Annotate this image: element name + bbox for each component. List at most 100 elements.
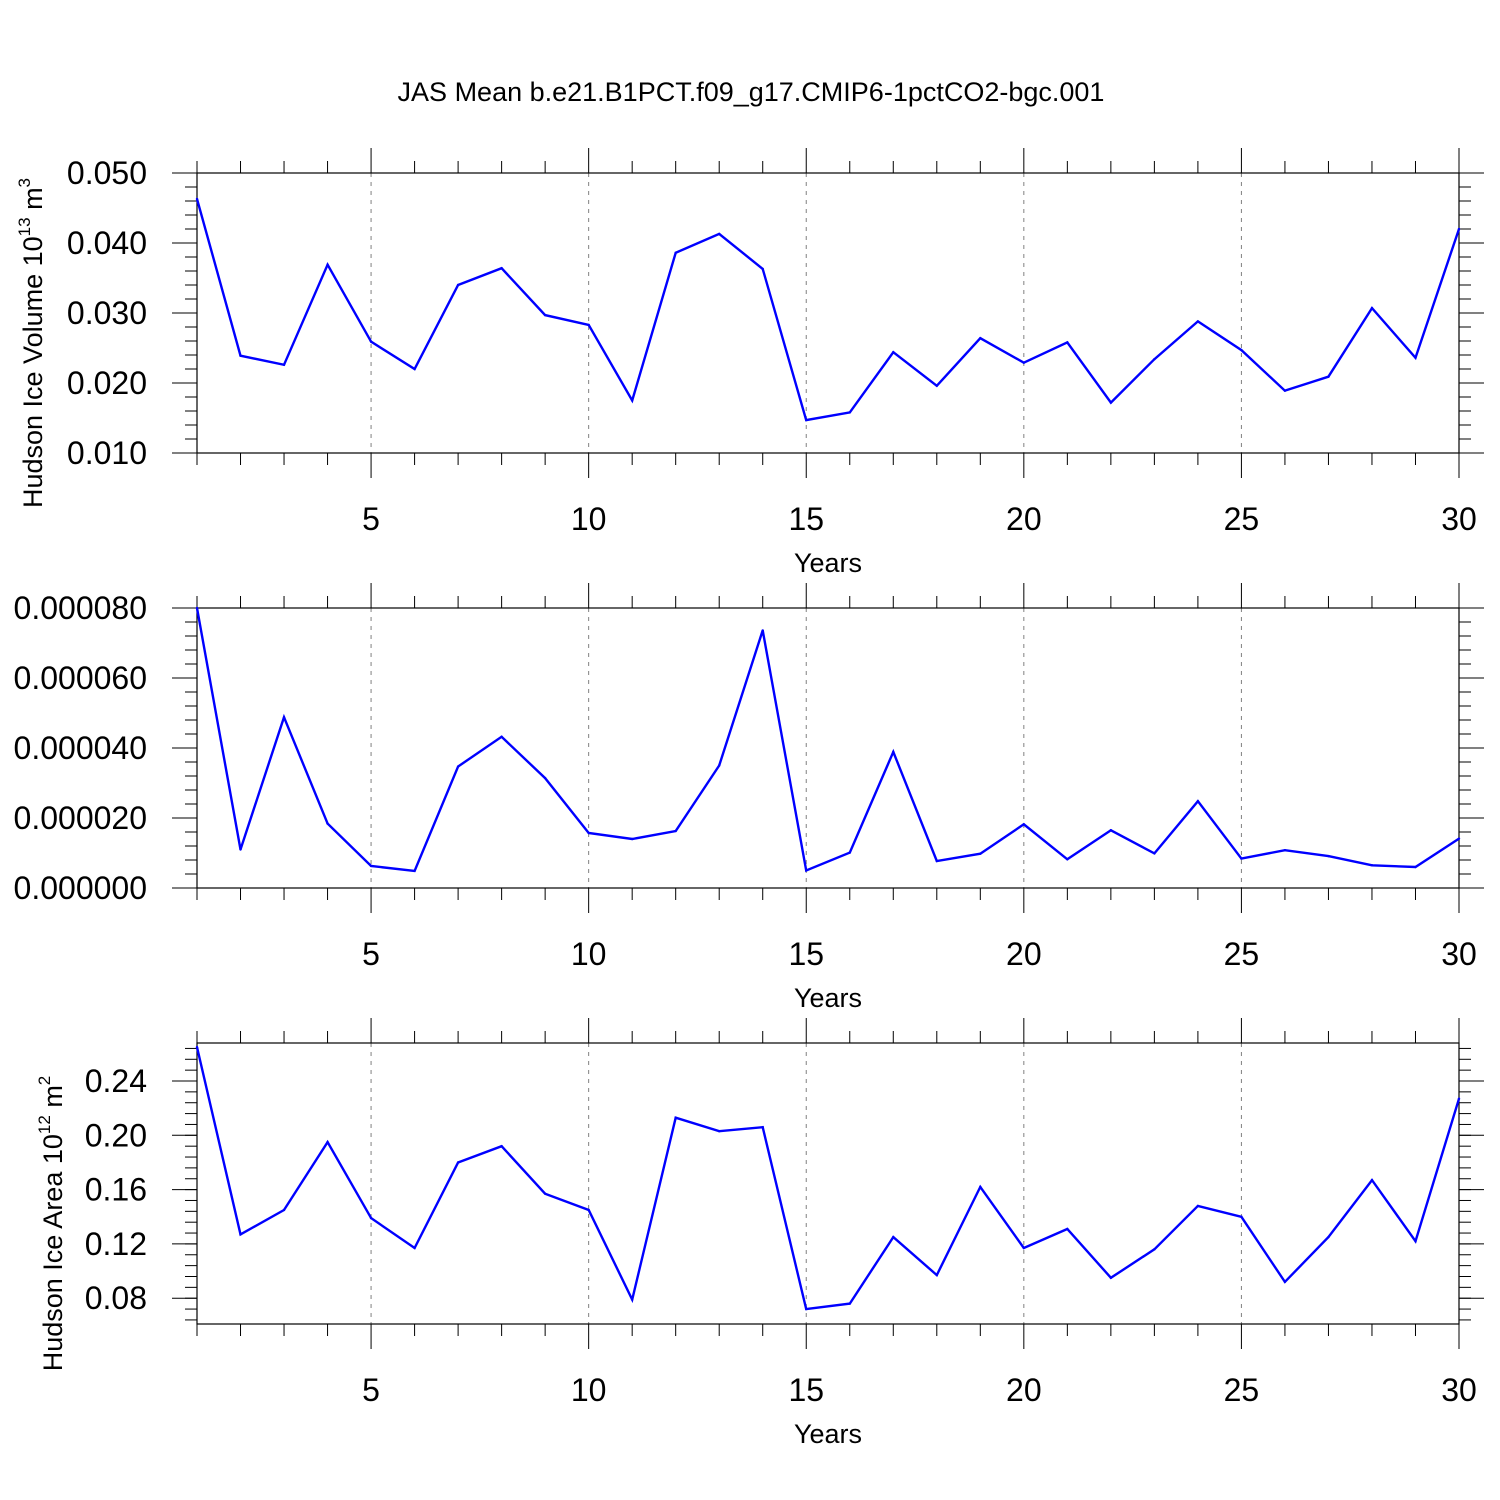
data-point <box>500 735 503 738</box>
x-tick-label: 25 <box>1224 1372 1260 1408</box>
data-point <box>805 1307 808 1311</box>
data-point <box>1283 849 1287 852</box>
data-point <box>935 1273 938 1277</box>
data-point <box>805 418 808 422</box>
data-point <box>1109 401 1113 404</box>
data-point <box>1283 1280 1287 1284</box>
data-point <box>543 313 547 317</box>
data-point <box>1240 348 1243 352</box>
data-point <box>630 837 634 841</box>
x-tick-label: 5 <box>362 936 380 972</box>
data-point <box>848 411 851 414</box>
y-tick-label: 0.20 <box>85 1117 147 1153</box>
y-tick-label: 0.000080 <box>14 590 147 626</box>
data-point <box>1240 1215 1243 1218</box>
data-point <box>1153 1248 1156 1251</box>
y-tick-label: 0.24 <box>85 1063 147 1099</box>
data-point <box>979 852 982 855</box>
data-point <box>1414 865 1417 869</box>
plot-frame <box>196 607 1460 889</box>
data-point <box>1022 823 1026 826</box>
data-point <box>1370 864 1374 867</box>
data-point <box>587 323 590 327</box>
data-point <box>456 1161 460 1164</box>
data-point <box>892 750 895 754</box>
x-tick-label: 20 <box>1006 936 1042 972</box>
y-tick-label: 0.010 <box>67 435 147 471</box>
y-axis-label-text: Hudson Ice Volume 10 <box>18 236 48 508</box>
data-point <box>282 1208 286 1212</box>
series-line <box>195 1046 1461 1311</box>
x-tick-label: 10 <box>571 936 607 972</box>
data-point <box>1196 800 1200 803</box>
data-point <box>587 831 590 835</box>
data-point <box>1109 829 1113 832</box>
x-tick-label: 30 <box>1441 936 1477 972</box>
x-tick-label: 30 <box>1441 1372 1477 1408</box>
y-axis-label-superscript: 2 <box>35 1076 54 1085</box>
data-point <box>369 1216 373 1220</box>
x-tick-label: 5 <box>362 501 380 537</box>
y-tick-label: 0.050 <box>67 155 147 191</box>
data-point <box>369 340 373 343</box>
x-tick-label: 20 <box>1006 501 1042 537</box>
data-point <box>674 829 677 833</box>
data-point <box>1457 837 1461 840</box>
x-axis-label: Years <box>794 983 862 1013</box>
plot-frame <box>196 1042 1460 1325</box>
data-point <box>456 283 460 287</box>
data-point <box>413 1246 416 1250</box>
data-point <box>1066 341 1069 344</box>
data-point <box>630 399 634 402</box>
data-point <box>1109 1276 1113 1280</box>
y-tick-label: 0.000040 <box>14 730 147 766</box>
y-axis-label-text: m <box>38 1085 68 1115</box>
data-point <box>848 851 851 854</box>
x-tick-label: 20 <box>1006 1372 1042 1408</box>
y-tick-label: 0.040 <box>67 225 147 261</box>
y-axis-label-text: Hudson Ice Area 10 <box>38 1134 68 1371</box>
data-point <box>674 1116 677 1119</box>
y-tick-label: 0.000020 <box>14 800 147 836</box>
y-tick-label: 0.030 <box>67 295 147 331</box>
data-point <box>239 354 242 357</box>
data-point <box>500 1144 503 1148</box>
data-point <box>892 351 895 354</box>
data-point <box>1240 857 1243 860</box>
y-axis-label-text: m <box>18 187 48 217</box>
y-axis-label: Hudson Ice Volume 1013 m3 <box>15 178 48 508</box>
y-tick-label: 0.000060 <box>14 660 147 696</box>
y-tick-label: 0.12 <box>85 1226 147 1262</box>
data-point <box>718 764 721 767</box>
data-point <box>369 864 373 868</box>
y-tick-label: 0.000000 <box>14 870 147 906</box>
data-point <box>630 1298 634 1301</box>
data-point <box>674 251 677 254</box>
y-tick-label: 0.16 <box>85 1172 147 1208</box>
data-point <box>326 263 329 266</box>
data-point <box>1327 375 1330 378</box>
data-point <box>935 384 938 387</box>
data-point <box>935 859 938 863</box>
y-axis-label-superscript: 12 <box>35 1115 54 1134</box>
data-point <box>1153 852 1156 855</box>
data-point <box>1153 358 1156 361</box>
data-point <box>282 716 286 719</box>
data-point <box>979 1185 982 1189</box>
data-point <box>195 197 199 201</box>
data-point <box>413 367 416 371</box>
data-point <box>1022 361 1026 364</box>
data-point <box>543 776 547 780</box>
x-tick-label: 25 <box>1224 936 1260 972</box>
data-point <box>195 606 199 610</box>
data-point <box>543 1192 547 1195</box>
panel-2: 0.000000 0.000020 0.000040 0.000060 0.000080… <box>14 583 1484 1013</box>
y-axis-label: Hudson Ice Area 1012 m2 <box>35 1076 68 1372</box>
data-point <box>239 848 242 851</box>
data-point <box>761 1125 764 1129</box>
data-point <box>1457 227 1461 231</box>
data-point <box>1066 858 1069 861</box>
data-point <box>1327 1235 1330 1239</box>
series-line <box>195 198 1461 422</box>
